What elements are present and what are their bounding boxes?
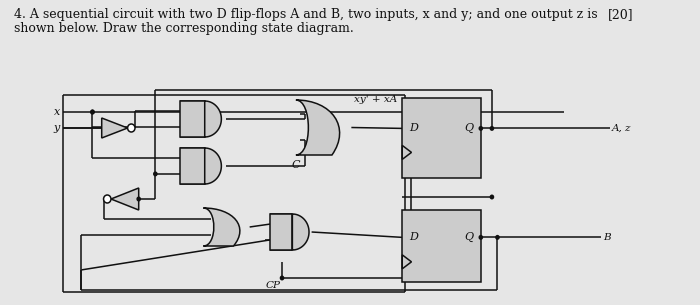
Polygon shape (111, 188, 139, 210)
Bar (181, 101, 204, 137)
Text: shown below. Draw the corresponding state diagram.: shown below. Draw the corresponding stat… (14, 22, 354, 35)
Circle shape (479, 126, 483, 131)
Polygon shape (293, 214, 309, 250)
Text: D: D (409, 232, 418, 242)
Text: [20]: [20] (608, 8, 634, 21)
Text: y: y (54, 123, 60, 133)
PathPatch shape (204, 208, 240, 246)
Text: Q: Q (464, 123, 473, 134)
Circle shape (104, 195, 111, 203)
Circle shape (153, 171, 158, 176)
Polygon shape (204, 148, 221, 184)
Text: xy' + xA: xy' + xA (354, 95, 398, 104)
Text: 4. A sequential circuit with two D flip-flops A and B, two inputs, x and y; and : 4. A sequential circuit with two D flip-… (14, 8, 598, 21)
Polygon shape (102, 118, 127, 138)
Circle shape (90, 109, 94, 114)
Text: B: B (603, 233, 610, 242)
Circle shape (489, 126, 494, 131)
Bar (402, 98, 481, 178)
Circle shape (495, 235, 500, 240)
Circle shape (479, 235, 483, 240)
Circle shape (489, 195, 494, 199)
Text: x: x (54, 107, 60, 117)
Text: CP: CP (265, 281, 280, 290)
PathPatch shape (296, 100, 339, 155)
Text: A, z: A, z (612, 124, 631, 133)
Text: Q: Q (464, 232, 473, 242)
Text: D: D (409, 124, 418, 133)
Circle shape (90, 109, 94, 114)
Circle shape (127, 124, 135, 132)
Bar (270, 214, 293, 250)
Bar (181, 148, 204, 184)
Circle shape (280, 275, 284, 281)
Circle shape (136, 196, 141, 202)
Polygon shape (204, 101, 221, 137)
Text: C: C (291, 160, 300, 170)
Bar (402, 210, 481, 282)
